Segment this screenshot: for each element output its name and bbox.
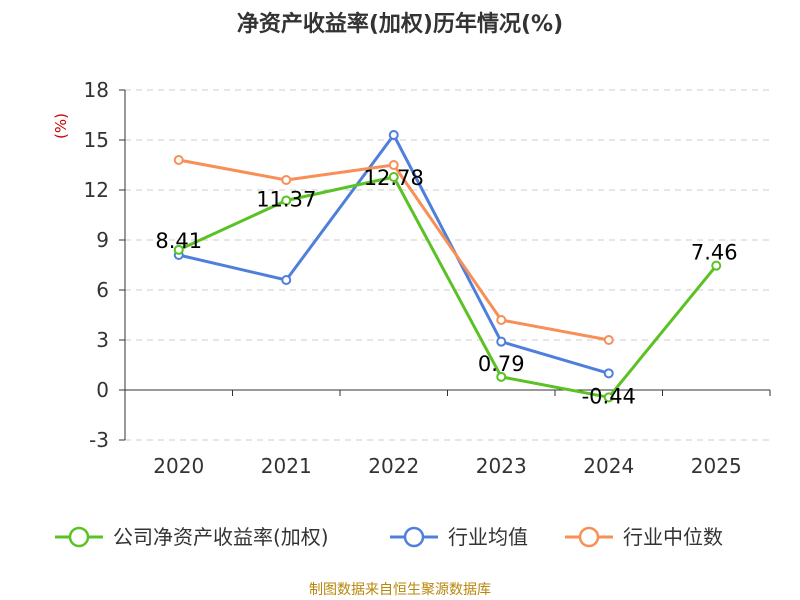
data-point xyxy=(281,275,292,285)
axes: -3 0 3 6 9 12 15 18 2020 2021 2022 2023 2024 2025 xyxy=(84,78,771,478)
legend-swatch-marker xyxy=(68,526,90,548)
series-line-0 xyxy=(178,175,718,399)
source-note: 制图数据来自恒生聚源数据库 xyxy=(309,582,491,598)
data-label: -0.44 xyxy=(582,384,636,408)
x-tick-label: 2021 xyxy=(261,454,312,478)
data-label: 8.41 xyxy=(155,229,202,253)
chart-title: 净资产收益率(加权)历年情况(%) xyxy=(237,11,563,37)
legend-swatch-marker xyxy=(403,526,425,548)
y-tick-label: 15 xyxy=(84,128,109,152)
data-label: 11.37 xyxy=(256,188,316,212)
y-tick-label: 0 xyxy=(96,378,109,402)
y-tick-label: 12 xyxy=(84,178,109,202)
y-tick-label: 3 xyxy=(96,328,109,352)
data-point xyxy=(603,335,614,345)
y-axis-unit: (%) xyxy=(52,113,70,139)
data-point xyxy=(388,172,399,182)
data-point xyxy=(603,368,614,379)
data-point xyxy=(388,130,399,140)
data-point xyxy=(173,155,184,165)
data-point xyxy=(281,195,292,206)
data-point xyxy=(603,392,614,403)
x-tick-label: 2022 xyxy=(368,454,419,478)
series-lines xyxy=(173,130,722,403)
x-tick-label: 2025 xyxy=(691,454,742,478)
legend-swatch-marker xyxy=(578,526,600,548)
data-point xyxy=(496,336,507,347)
data-point xyxy=(711,260,722,271)
data-label: 7.46 xyxy=(691,241,738,265)
data-point xyxy=(388,160,399,170)
legend-label: 行业中位数 xyxy=(623,525,723,549)
data-point xyxy=(496,315,507,325)
legend[interactable]: 公司净资产收益率(加权) 行业均值 行业中位数 xyxy=(55,525,723,549)
x-tick-label: 2020 xyxy=(153,454,204,478)
x-tick-label: 2023 xyxy=(476,454,527,478)
data-labels: 8.41 11.37 12.78 0.79 -0.44 7.46 xyxy=(155,166,737,408)
y-tick-label: -3 xyxy=(89,428,109,452)
data-label: 0.79 xyxy=(478,352,525,376)
y-tick-label: 6 xyxy=(96,278,109,302)
data-point xyxy=(281,175,292,185)
data-point xyxy=(496,371,507,382)
legend-label: 行业均值 xyxy=(448,525,528,549)
legend-label: 公司净资产收益率(加权) xyxy=(113,525,329,549)
x-tick-label: 2024 xyxy=(583,454,634,478)
y-tick-label: 9 xyxy=(96,228,109,252)
y-tick-label: 18 xyxy=(84,78,109,102)
data-point xyxy=(173,244,184,255)
data-label: 12.78 xyxy=(364,166,424,190)
